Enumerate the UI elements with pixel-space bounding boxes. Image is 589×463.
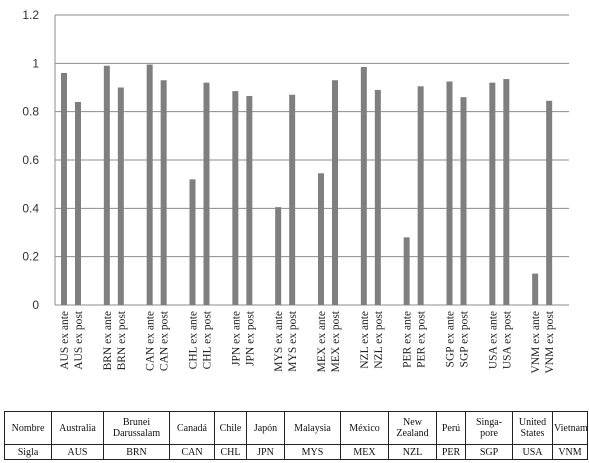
table-cell: PER [436,444,466,460]
bar [374,89,381,306]
table-row-codes: Sigla AUS BRN CAN CHL JPN MYS MEX NZL PE… [4,444,588,460]
table-cell: JPN [246,444,285,460]
bar [546,100,553,306]
table-cell: México [340,411,389,445]
bar [203,82,210,306]
x-tick-label: NZL ex post [373,310,385,369]
x-tick-label: CHL ex post [202,310,214,369]
x-tick-label: MEX ex ante [316,311,328,372]
x-tick-label: SGP ex post [459,310,471,367]
table-cell: MYS [284,444,341,460]
bar [289,94,296,305]
x-axis-ticks: AUS ex ante AUS ex post BRN ex ante BRN ex … [59,310,556,373]
y-tick-label: 0 [32,298,39,312]
x-tick-label: MEX ex post [330,310,342,372]
x-tick-label: PER ex ante [402,311,414,368]
bar [332,80,338,305]
x-tick-label: MYS ex post [287,310,299,372]
table-cell: Singa- pore [465,411,513,445]
x-tick-label: CAN ex post [159,310,171,371]
bar [360,66,367,305]
y-axis-ticks: 0 0.2 0.4 0.6 0.8 1 1.2 [22,8,39,312]
bar [232,91,239,305]
table-row-names: Nombre Australia Brunei Darussalam Canad… [4,411,588,445]
table-cell: MEX [340,444,389,460]
bar [460,97,467,306]
table-cell: Malaysia [284,411,341,445]
bar [318,173,324,305]
table-cell: Perú [436,411,466,445]
x-tick-label: MYS ex ante [273,311,285,372]
bar [61,73,67,305]
x-tick-label: BRN ex ante [102,311,114,370]
bar [503,79,510,306]
table-cell: Japón [246,411,285,445]
table-cell: Nombre [4,411,52,445]
x-tick-label: VNM ex post [544,310,556,373]
table-cell: SGP [465,444,513,460]
table-cell: CHL [214,444,247,460]
country-code-table: Nombre Australia Brunei Darussalam Canad… [4,411,588,460]
bar [275,207,282,305]
gridlines [54,14,569,306]
bar [189,179,196,305]
y-tick-label: 0.8 [22,105,39,119]
bar [489,82,496,306]
bar [446,81,453,305]
bar [117,87,124,305]
table-cell: BRN [103,444,170,460]
x-tick-label: JPN ex ante [230,311,242,366]
x-tick-label: CHL ex ante [188,311,200,369]
bar [532,273,539,305]
bars [61,64,553,306]
y-tick-label: 0.4 [22,201,39,215]
bar [75,102,81,305]
table-cell: United States [512,411,553,445]
table-cell: Australia [51,411,104,445]
x-tick-label: AUS ex post [73,310,85,370]
table-cell: New Zealand [388,411,437,445]
x-tick-label: NZL ex ante [359,311,371,369]
x-tick-label: JPN ex post [244,310,256,366]
x-tick-label: USA ex ante [487,311,499,369]
x-tick-label: VNM ex ante [530,311,542,374]
x-tick-label: SGP ex ante [445,311,457,367]
y-tick-label: 0.2 [22,250,39,264]
table-cell: USA [512,444,553,460]
x-tick-label: USA ex post [501,310,513,369]
table-cell: AUS [51,444,104,460]
table-cell: Canadá [169,411,215,445]
table-cell: CAN [169,444,215,460]
table-cell: Sigla [4,444,52,460]
bar [160,80,167,305]
x-tick-label: CAN ex ante [145,311,157,371]
bar-chart: 0 0.2 0.4 0.6 0.8 1 1.2 AUS ex ante AUS ex post… [22,8,569,374]
x-tick-label: BRN ex post [116,310,128,370]
table-cell: Brunei Darussalam [103,411,170,445]
table-cell: VNM [552,444,588,460]
y-tick-label: 1 [32,56,39,70]
table-cell: Chile [214,411,247,445]
table-cell: Vietnam [552,411,588,445]
bar [246,95,253,305]
bar [103,65,110,305]
x-tick-label: AUS ex ante [59,311,71,370]
bar [403,237,410,305]
bar [417,86,424,306]
table-cell: NZL [388,444,437,460]
bar [146,64,153,306]
y-tick-label: 1.2 [22,8,39,22]
x-tick-label: PER ex post [416,310,428,368]
y-tick-label: 0.6 [22,153,39,167]
